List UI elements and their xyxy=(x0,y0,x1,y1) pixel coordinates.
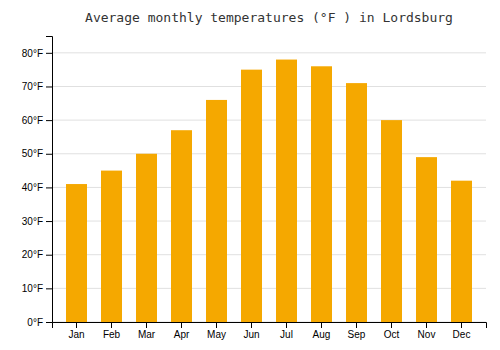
tick-mark xyxy=(251,322,252,328)
tick-mark xyxy=(46,288,52,289)
tick: Sep xyxy=(348,322,366,340)
tick-label: Dec xyxy=(453,329,471,340)
tick-mark xyxy=(181,322,182,328)
bar xyxy=(206,100,227,322)
bar xyxy=(66,184,87,322)
bar xyxy=(241,70,262,322)
tick-label: Apr xyxy=(174,329,190,340)
tick: Oct xyxy=(384,322,400,340)
tick: Jul xyxy=(280,322,293,340)
tick: 30°F xyxy=(22,216,52,227)
tick-mark xyxy=(46,120,52,121)
grid xyxy=(52,53,486,322)
tick-mark xyxy=(426,322,427,328)
tick: Mar xyxy=(138,322,156,340)
tick-label: 0°F xyxy=(27,317,43,328)
tick: Jun xyxy=(243,322,259,340)
tick-label: Aug xyxy=(313,329,331,340)
bar xyxy=(416,157,437,322)
tick-label: Sep xyxy=(348,329,366,340)
tick-mark xyxy=(391,322,392,328)
tick-label: Jan xyxy=(68,329,84,340)
tick-label: Jul xyxy=(280,329,293,340)
axis-line xyxy=(46,37,53,323)
tick: Aug xyxy=(313,322,331,340)
tick-label: May xyxy=(207,329,226,340)
bar xyxy=(171,130,192,322)
tick-mark xyxy=(216,322,217,328)
tick-mark xyxy=(46,86,52,87)
tick-label: 30°F xyxy=(22,216,43,227)
tick-label: 40°F xyxy=(22,182,43,193)
tick: Dec xyxy=(453,322,471,340)
tick-mark xyxy=(111,322,112,328)
y-axis: 0°F 10°F 20°F 30°F 40°F 50°F 60°F 70°F 80°F xyxy=(22,37,53,328)
axis-line xyxy=(53,323,487,329)
bars xyxy=(66,60,472,322)
tick-label: 60°F xyxy=(22,115,43,126)
tick-label: Feb xyxy=(103,329,121,340)
tick: 20°F xyxy=(22,249,52,260)
tick-mark xyxy=(76,322,77,328)
tick-label: 20°F xyxy=(22,249,43,260)
bar xyxy=(136,154,157,322)
tick-label: 70°F xyxy=(22,81,43,92)
tick-label: Mar xyxy=(138,329,156,340)
tick: 60°F xyxy=(22,115,52,126)
grid-line xyxy=(52,52,486,53)
tick-label: 50°F xyxy=(22,148,43,159)
tick: 80°F xyxy=(22,48,52,59)
tick-label: Oct xyxy=(384,329,400,340)
tick-mark xyxy=(46,187,52,188)
tick: Feb xyxy=(103,322,121,340)
bar xyxy=(381,120,402,322)
tick-mark xyxy=(461,322,462,328)
grid-line xyxy=(52,120,486,121)
bar xyxy=(276,60,297,322)
tick-mark xyxy=(321,322,322,328)
tick: 10°F xyxy=(22,283,52,294)
tick-label: Jun xyxy=(243,329,259,340)
grid-line xyxy=(52,86,486,87)
tick-mark xyxy=(46,322,52,323)
bar xyxy=(311,66,332,322)
tick-label: 10°F xyxy=(22,283,43,294)
tick-mark xyxy=(356,322,357,328)
tick-label: Nov xyxy=(418,329,436,340)
tick-mark xyxy=(286,322,287,328)
tick-mark xyxy=(46,221,52,222)
bar xyxy=(101,171,122,322)
tick: Nov xyxy=(418,322,436,340)
bar xyxy=(346,83,367,322)
tick: Jan xyxy=(68,322,84,340)
tick: 70°F xyxy=(22,81,52,92)
tick: 40°F xyxy=(22,182,52,193)
tick-label: 80°F xyxy=(22,48,43,59)
chart: 0°F 10°F 20°F 30°F 40°F 50°F 60°F 70°F 80°F Jan Fe… xyxy=(0,0,500,350)
title: Average monthly temperatures (°F ) in Lo… xyxy=(85,10,453,25)
tick-mark xyxy=(46,53,52,54)
x-axis: Jan Feb Mar Apr May Jun Jul Aug Sep Oct Nov Dec xyxy=(53,322,487,340)
tick: 0°F xyxy=(27,317,52,328)
tick-mark xyxy=(146,322,147,328)
tick: Apr xyxy=(174,322,190,340)
bar xyxy=(451,181,472,322)
tick-mark xyxy=(46,255,52,256)
tick-mark xyxy=(46,154,52,155)
grid-line xyxy=(52,153,486,154)
tick: 50°F xyxy=(22,148,52,159)
plot: 0°F 10°F 20°F 30°F 40°F 50°F 60°F 70°F 80°F Jan Fe… xyxy=(22,37,487,341)
tick: May xyxy=(207,322,226,340)
